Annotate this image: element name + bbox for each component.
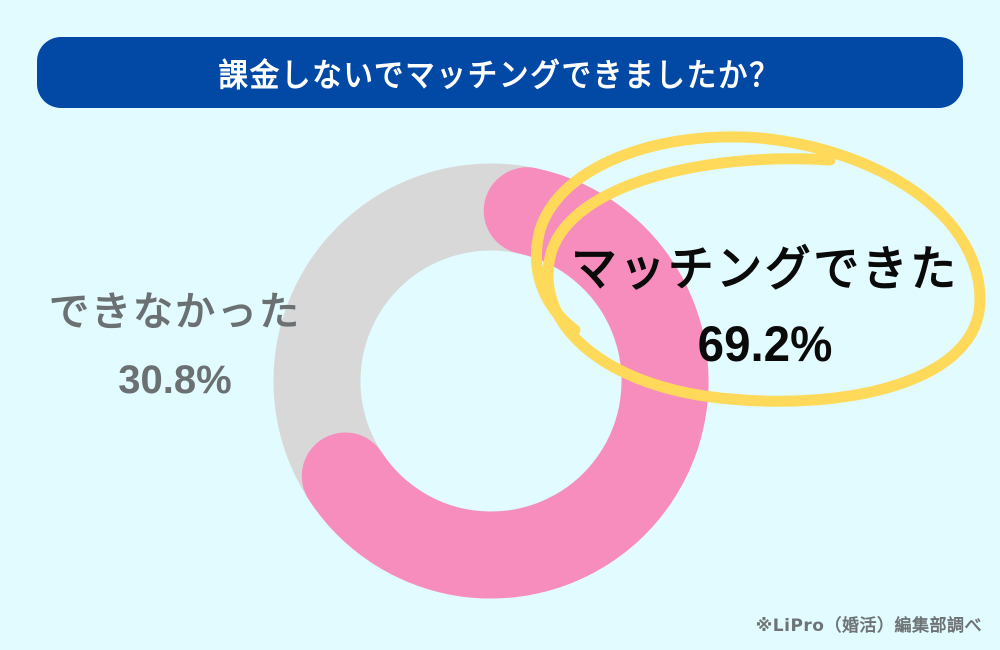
- chart-title: 課金しないでマッチングできましたか？: [218, 55, 782, 94]
- label-no-match-value: 30.8%: [118, 358, 232, 402]
- label-matched: マッチングできた 69.2%: [550, 238, 980, 376]
- highlight-circle: [530, 131, 986, 407]
- label-no-match-name: できなかった: [49, 289, 301, 335]
- label-no-match: できなかった 30.8%: [40, 286, 310, 408]
- donut-segment-yes: [301, 167, 709, 599]
- label-matched-name: マッチングできた: [571, 241, 959, 297]
- title-banner: 課金しないでマッチングできましたか？: [37, 37, 963, 108]
- source-note: ※LiPro（婚活）編集部調べ: [755, 616, 982, 636]
- label-matched-value: 69.2%: [697, 316, 833, 372]
